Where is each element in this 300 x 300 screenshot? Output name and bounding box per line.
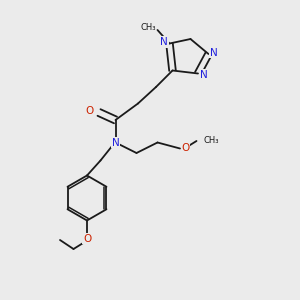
Text: CH₃: CH₃ [203,136,219,145]
Text: N: N [200,70,208,80]
Text: O: O [182,143,190,153]
Text: N: N [210,47,218,58]
Text: N: N [160,37,168,47]
Text: CH₃: CH₃ [140,22,156,32]
Text: N: N [112,137,119,148]
Text: O: O [85,106,94,116]
Text: O: O [83,233,91,244]
